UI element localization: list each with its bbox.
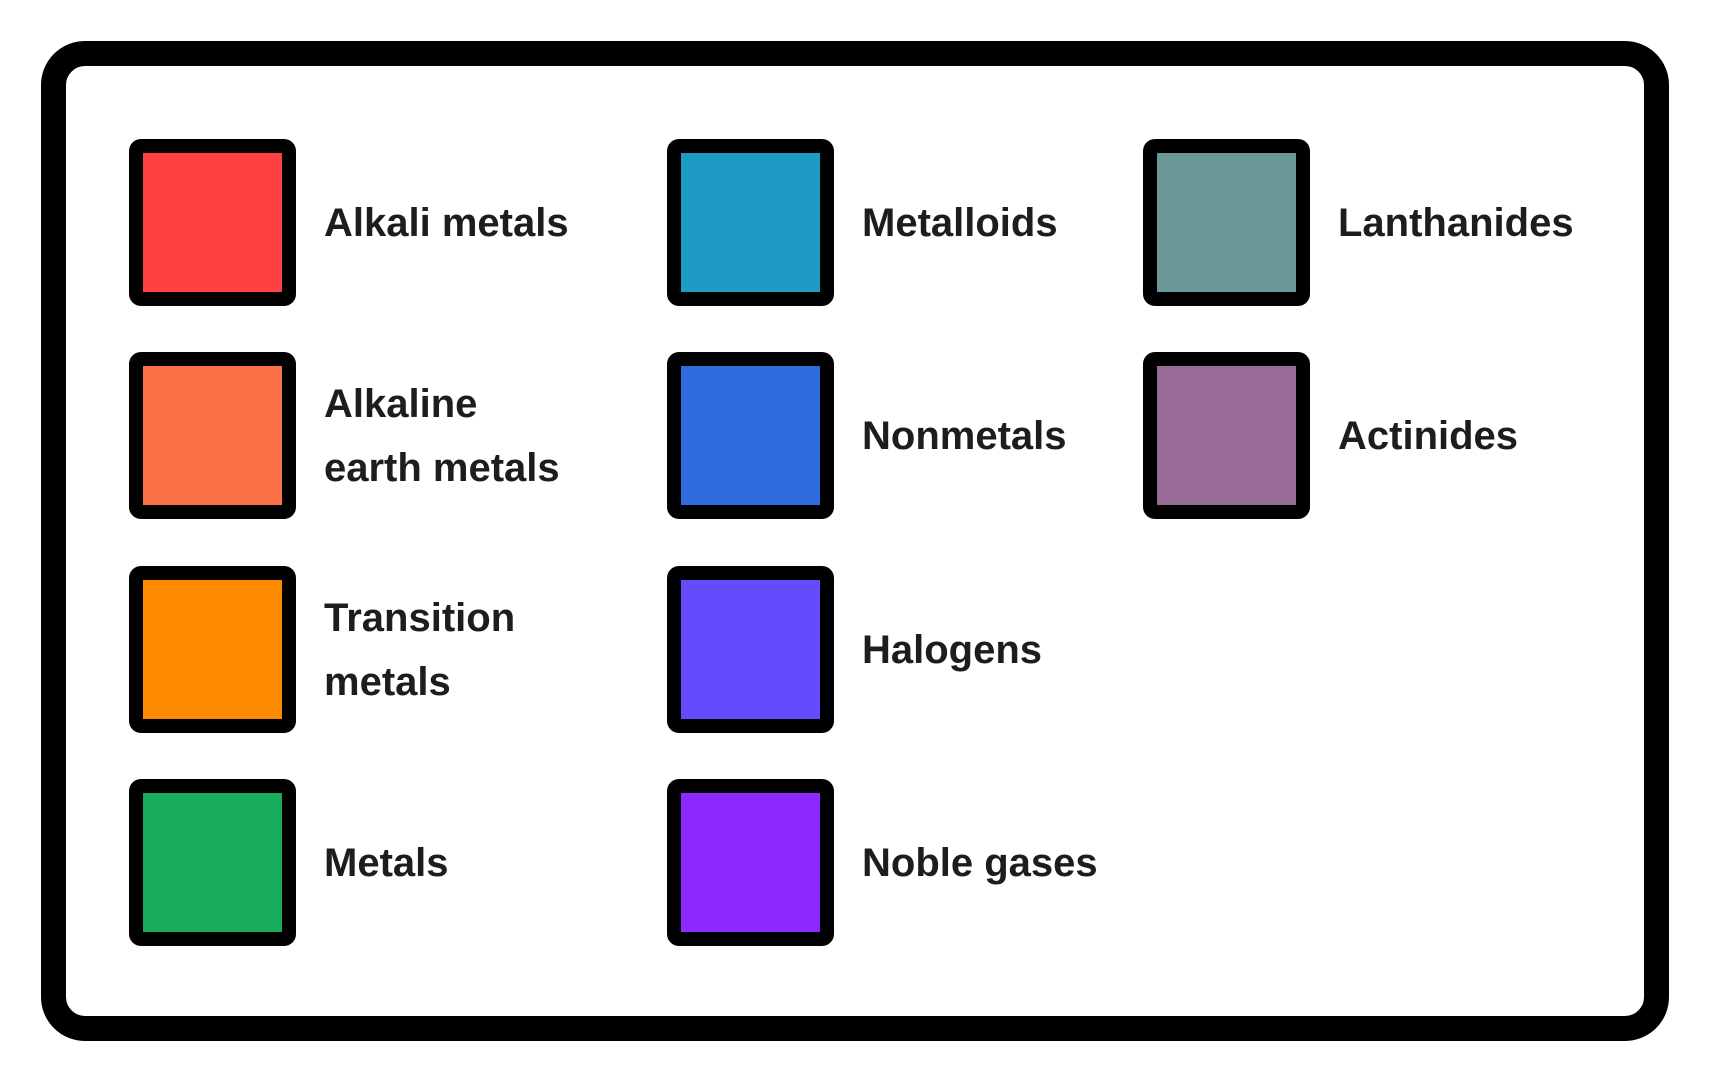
color-swatch — [667, 566, 834, 733]
legend-label-line: Halogens — [862, 627, 1043, 672]
legend-label-line: earth metals — [324, 445, 560, 490]
legend-label-line: Lanthanides — [1338, 200, 1574, 245]
legend-label-line: Nonmetals — [862, 413, 1067, 458]
legend-item-halogens: Halogens — [667, 566, 1042, 733]
legend-label: Metalloids — [862, 191, 1058, 255]
legend-item-actinides: Actinides — [1143, 352, 1518, 519]
color-swatch — [129, 566, 296, 733]
legend-label: Actinides — [1338, 404, 1518, 468]
legend-label-line: Transition — [324, 595, 516, 640]
legend-item-noble-gases: Noble gases — [667, 779, 1098, 946]
legend-box — [41, 41, 1669, 1041]
legend-label: Alkaline earth metals — [324, 372, 560, 500]
color-swatch — [1143, 352, 1310, 519]
legend-label-line: Noble gases — [862, 840, 1098, 885]
legend-label-line: Actinides — [1338, 413, 1519, 458]
legend-item-alkaline-earth-metals: Alkaline earth metals — [129, 352, 560, 519]
legend-label: Noble gases — [862, 831, 1098, 895]
legend-label-line: Metals — [324, 840, 449, 885]
legend-label-line: Alkaline — [324, 381, 478, 426]
legend-label: Lanthanides — [1338, 191, 1574, 255]
legend-item-alkali-metals: Alkali metals — [129, 139, 569, 306]
legend-item-metals: Metals — [129, 779, 449, 946]
legend-label: Nonmetals — [862, 404, 1067, 468]
color-swatch — [129, 779, 296, 946]
color-swatch — [129, 352, 296, 519]
legend-item-nonmetals: Nonmetals — [667, 352, 1067, 519]
color-swatch — [667, 352, 834, 519]
legend-label-line: Alkali metals — [324, 200, 569, 245]
legend-item-lanthanides: Lanthanides — [1143, 139, 1574, 306]
color-swatch — [129, 139, 296, 306]
legend-label-line: Metalloids — [862, 200, 1058, 245]
legend-label: Metals — [324, 831, 449, 895]
legend-label: Alkali metals — [324, 191, 569, 255]
color-swatch — [1143, 139, 1310, 306]
color-swatch — [667, 779, 834, 946]
legend-label: Transition metals — [324, 586, 515, 714]
legend-item-metalloids: Metalloids — [667, 139, 1058, 306]
legend-item-transition-metals: Transition metals — [129, 566, 515, 733]
color-swatch — [667, 139, 834, 306]
legend-label-line: metals — [324, 659, 451, 704]
legend-label: Halogens — [862, 618, 1042, 682]
